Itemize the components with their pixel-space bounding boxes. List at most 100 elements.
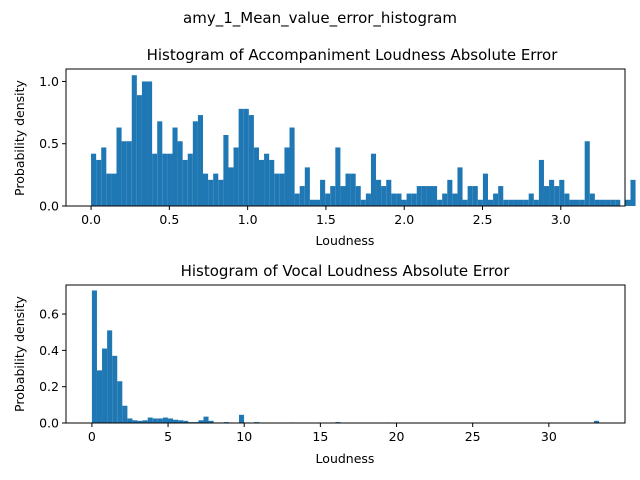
histogram-bar	[314, 199, 321, 206]
histogram-bar	[116, 127, 122, 206]
histogram-bar	[91, 153, 97, 206]
histogram-bar	[137, 420, 143, 423]
histogram-bar	[528, 193, 534, 206]
histogram-bar	[345, 173, 351, 206]
histogram-bar	[111, 173, 117, 206]
histogram-bar	[294, 193, 300, 206]
y-tick-label: 1.0	[39, 74, 59, 89]
x-tick-label: 20	[389, 429, 405, 444]
histogram-bar	[208, 420, 214, 423]
histogram-bar	[132, 420, 138, 423]
histogram-bar	[187, 153, 193, 206]
y-ticks-vocal: 0.0 0.2 0.4 0.6	[39, 307, 66, 431]
histogram-bar	[432, 186, 438, 206]
x-tick-label: 5	[164, 429, 172, 444]
plot-frame-accompaniment	[65, 68, 626, 207]
histogram-bar	[253, 147, 259, 206]
histogram-bar	[350, 173, 356, 206]
x-tick-label: 3.0	[551, 212, 571, 227]
x-tick-label: 10	[236, 429, 252, 444]
histogram-bar	[213, 173, 219, 206]
y-tick-label: 0.2	[39, 379, 59, 394]
histogram-bar	[208, 179, 214, 206]
histogram-bar	[605, 199, 611, 206]
histogram-bar	[284, 147, 290, 206]
histogram-bar	[289, 127, 295, 206]
histogram-bar	[355, 186, 361, 206]
x-tick-label: 0.5	[159, 212, 179, 227]
histogram-bar	[523, 199, 529, 206]
histogram-bar	[243, 108, 249, 206]
histogram-bar	[569, 199, 575, 206]
histogram-bar	[549, 179, 555, 206]
histogram-bar	[121, 141, 127, 206]
x-ticks-accompaniment: 0.0 0.5 1.0 1.5 2.0 2.5 3.0	[81, 206, 571, 227]
histogram-bar	[411, 193, 417, 206]
histogram-bar	[487, 199, 494, 206]
histogram-bar	[610, 199, 616, 206]
histogram-bar	[360, 199, 366, 206]
histogram-bar	[218, 179, 224, 206]
x-ticks-vocal: 0 5 10 15 20 25 30	[88, 423, 557, 444]
histogram-bar	[340, 186, 346, 206]
histogram-bar	[584, 141, 590, 206]
histogram-bar	[386, 179, 392, 206]
histogram-bar	[167, 418, 174, 423]
histogram-bar	[238, 108, 244, 206]
y-ticks-accompaniment: 0.0 0.5 1.0	[39, 74, 66, 214]
histogram-bar	[513, 199, 519, 206]
histogram-bar	[376, 179, 382, 206]
histogram-bar	[299, 186, 305, 206]
histogram-bar	[401, 199, 407, 206]
histogram-bar	[416, 186, 422, 206]
histogram-bar	[112, 355, 118, 423]
histogram-bar	[559, 179, 565, 206]
y-tick-label: 0.6	[39, 307, 59, 322]
histogram-bar	[102, 348, 108, 423]
y-axis-label-accompaniment: Probability density	[12, 79, 27, 195]
histogram-bar	[264, 153, 270, 206]
histogram-bar	[467, 186, 473, 206]
histogram-bar	[437, 199, 443, 206]
histogram-bar	[157, 121, 163, 206]
histogram-bar	[564, 193, 570, 206]
histogram-bar	[182, 159, 188, 206]
histogram-bar	[233, 147, 239, 206]
x-tick-label: 2.5	[473, 212, 493, 227]
histogram-bar	[335, 147, 341, 206]
histogram-bar	[274, 173, 280, 206]
histogram-bar	[142, 420, 148, 423]
histogram-bar	[426, 186, 433, 206]
histogram-bar	[630, 179, 636, 206]
histogram-bar	[192, 121, 198, 206]
histogram-bar	[543, 186, 550, 206]
histogram-bar	[96, 159, 102, 206]
histogram-bar	[477, 199, 483, 206]
histogram-bar	[152, 153, 158, 206]
histogram-bar	[472, 186, 478, 206]
histogram-bar	[162, 417, 168, 423]
histogram-bar	[574, 199, 580, 206]
histogram-bar	[178, 420, 184, 423]
histogram-bar	[228, 167, 234, 206]
histogram-bar	[381, 186, 387, 206]
histogram-bar	[406, 193, 412, 206]
x-tick-label: 2.0	[394, 212, 414, 227]
histogram-bar	[198, 420, 204, 423]
x-tick-label: 0	[88, 429, 96, 444]
histogram-bar	[625, 199, 631, 206]
histogram-bar	[172, 127, 178, 206]
x-tick-label: 1.5	[316, 212, 336, 227]
x-tick-label: 30	[541, 429, 557, 444]
histogram-bar	[304, 167, 310, 206]
accompaniment-histogram-panel: Histogram of Accompaniment Loudness Abso…	[12, 46, 636, 248]
histogram-bar	[391, 193, 397, 206]
histogram-bar	[91, 290, 97, 423]
histogram-bar	[365, 193, 371, 206]
histogram-bar	[538, 159, 544, 206]
histogram-bar	[248, 115, 254, 206]
x-tick-label: 25	[465, 429, 481, 444]
y-axis-label-vocal: Probability density	[12, 295, 27, 411]
histogram-bar	[503, 199, 509, 206]
